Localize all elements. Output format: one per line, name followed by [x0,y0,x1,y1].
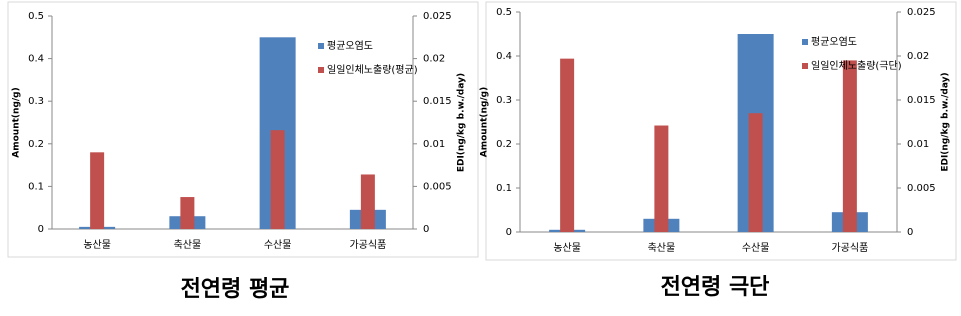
y2-tick-label: 0.01 [907,139,929,150]
y-tick-label: 0.4 [28,54,44,65]
x-tick-label: 농산물 [83,239,111,251]
chart-title: 전연령 평균 [181,277,290,302]
y2-tick-label: 0.025 [423,11,452,22]
y2-tick-label: 0.015 [907,95,936,106]
y-axis-label: Amount(ng/g) [480,87,490,157]
y2-tick-label: 0.02 [907,51,929,62]
y-tick-label: 0.1 [28,181,44,192]
bar [90,152,105,229]
y2-tick-label: 0.01 [423,139,445,150]
legend-swatch [318,43,324,49]
y2-axis-label: EDI(ng/kg b.w./day) [941,72,951,171]
y-axis-label: Amount(ng/g) [12,87,22,157]
bar [560,58,575,232]
y2-tick-label: 0.025 [907,7,936,18]
y2-tick-label: 0 [423,224,429,235]
bar [180,197,195,229]
y-tick-label: 0.4 [496,51,512,62]
legend-swatch [318,67,324,73]
y2-tick-label: 0.005 [423,181,452,192]
x-tick-label: 수산물 [742,242,770,254]
legend-swatch [802,63,808,69]
x-tick-label: 축산물 [174,239,202,251]
bar [748,113,763,232]
legend-label: 평균오염도 [811,36,857,48]
y-tick-label: 0.1 [496,183,512,194]
legend-label: 평균오염도 [327,40,373,52]
legend-label: 일일인체노출량(극단) [811,60,902,72]
chart-border [485,1,957,261]
y-tick-label: 0 [506,227,512,238]
chart-border [7,1,479,258]
x-tick-label: 수산물 [264,239,292,251]
y2-axis-label: EDI(ng/kg b.w./day) [457,73,467,172]
y-tick-label: 0.2 [28,139,44,150]
y2-tick-label: 0.015 [423,96,452,107]
bar [270,130,285,229]
y2-tick-label: 0.02 [423,54,445,65]
y-tick-label: 0.3 [496,95,512,106]
y2-tick-label: 0.005 [907,183,936,194]
x-tick-label: 축산물 [648,242,676,254]
y-tick-label: 0.5 [496,7,512,18]
y-tick-label: 0.5 [28,11,44,22]
y-tick-label: 0 [38,224,44,235]
y-tick-label: 0.2 [496,139,512,150]
x-tick-label: 농산물 [553,242,581,254]
chart-title: 전연령 극단 [661,275,770,300]
bar [360,174,375,229]
y2-tick-label: 0 [907,227,913,238]
x-tick-label: 가공식품 [831,242,868,254]
legend-label: 일일인체노출량(평균) [327,64,418,76]
x-tick-label: 가공식품 [349,239,386,251]
bar [842,60,857,233]
legend-swatch [802,39,808,45]
y-tick-label: 0.3 [28,96,44,107]
bar [654,125,669,232]
